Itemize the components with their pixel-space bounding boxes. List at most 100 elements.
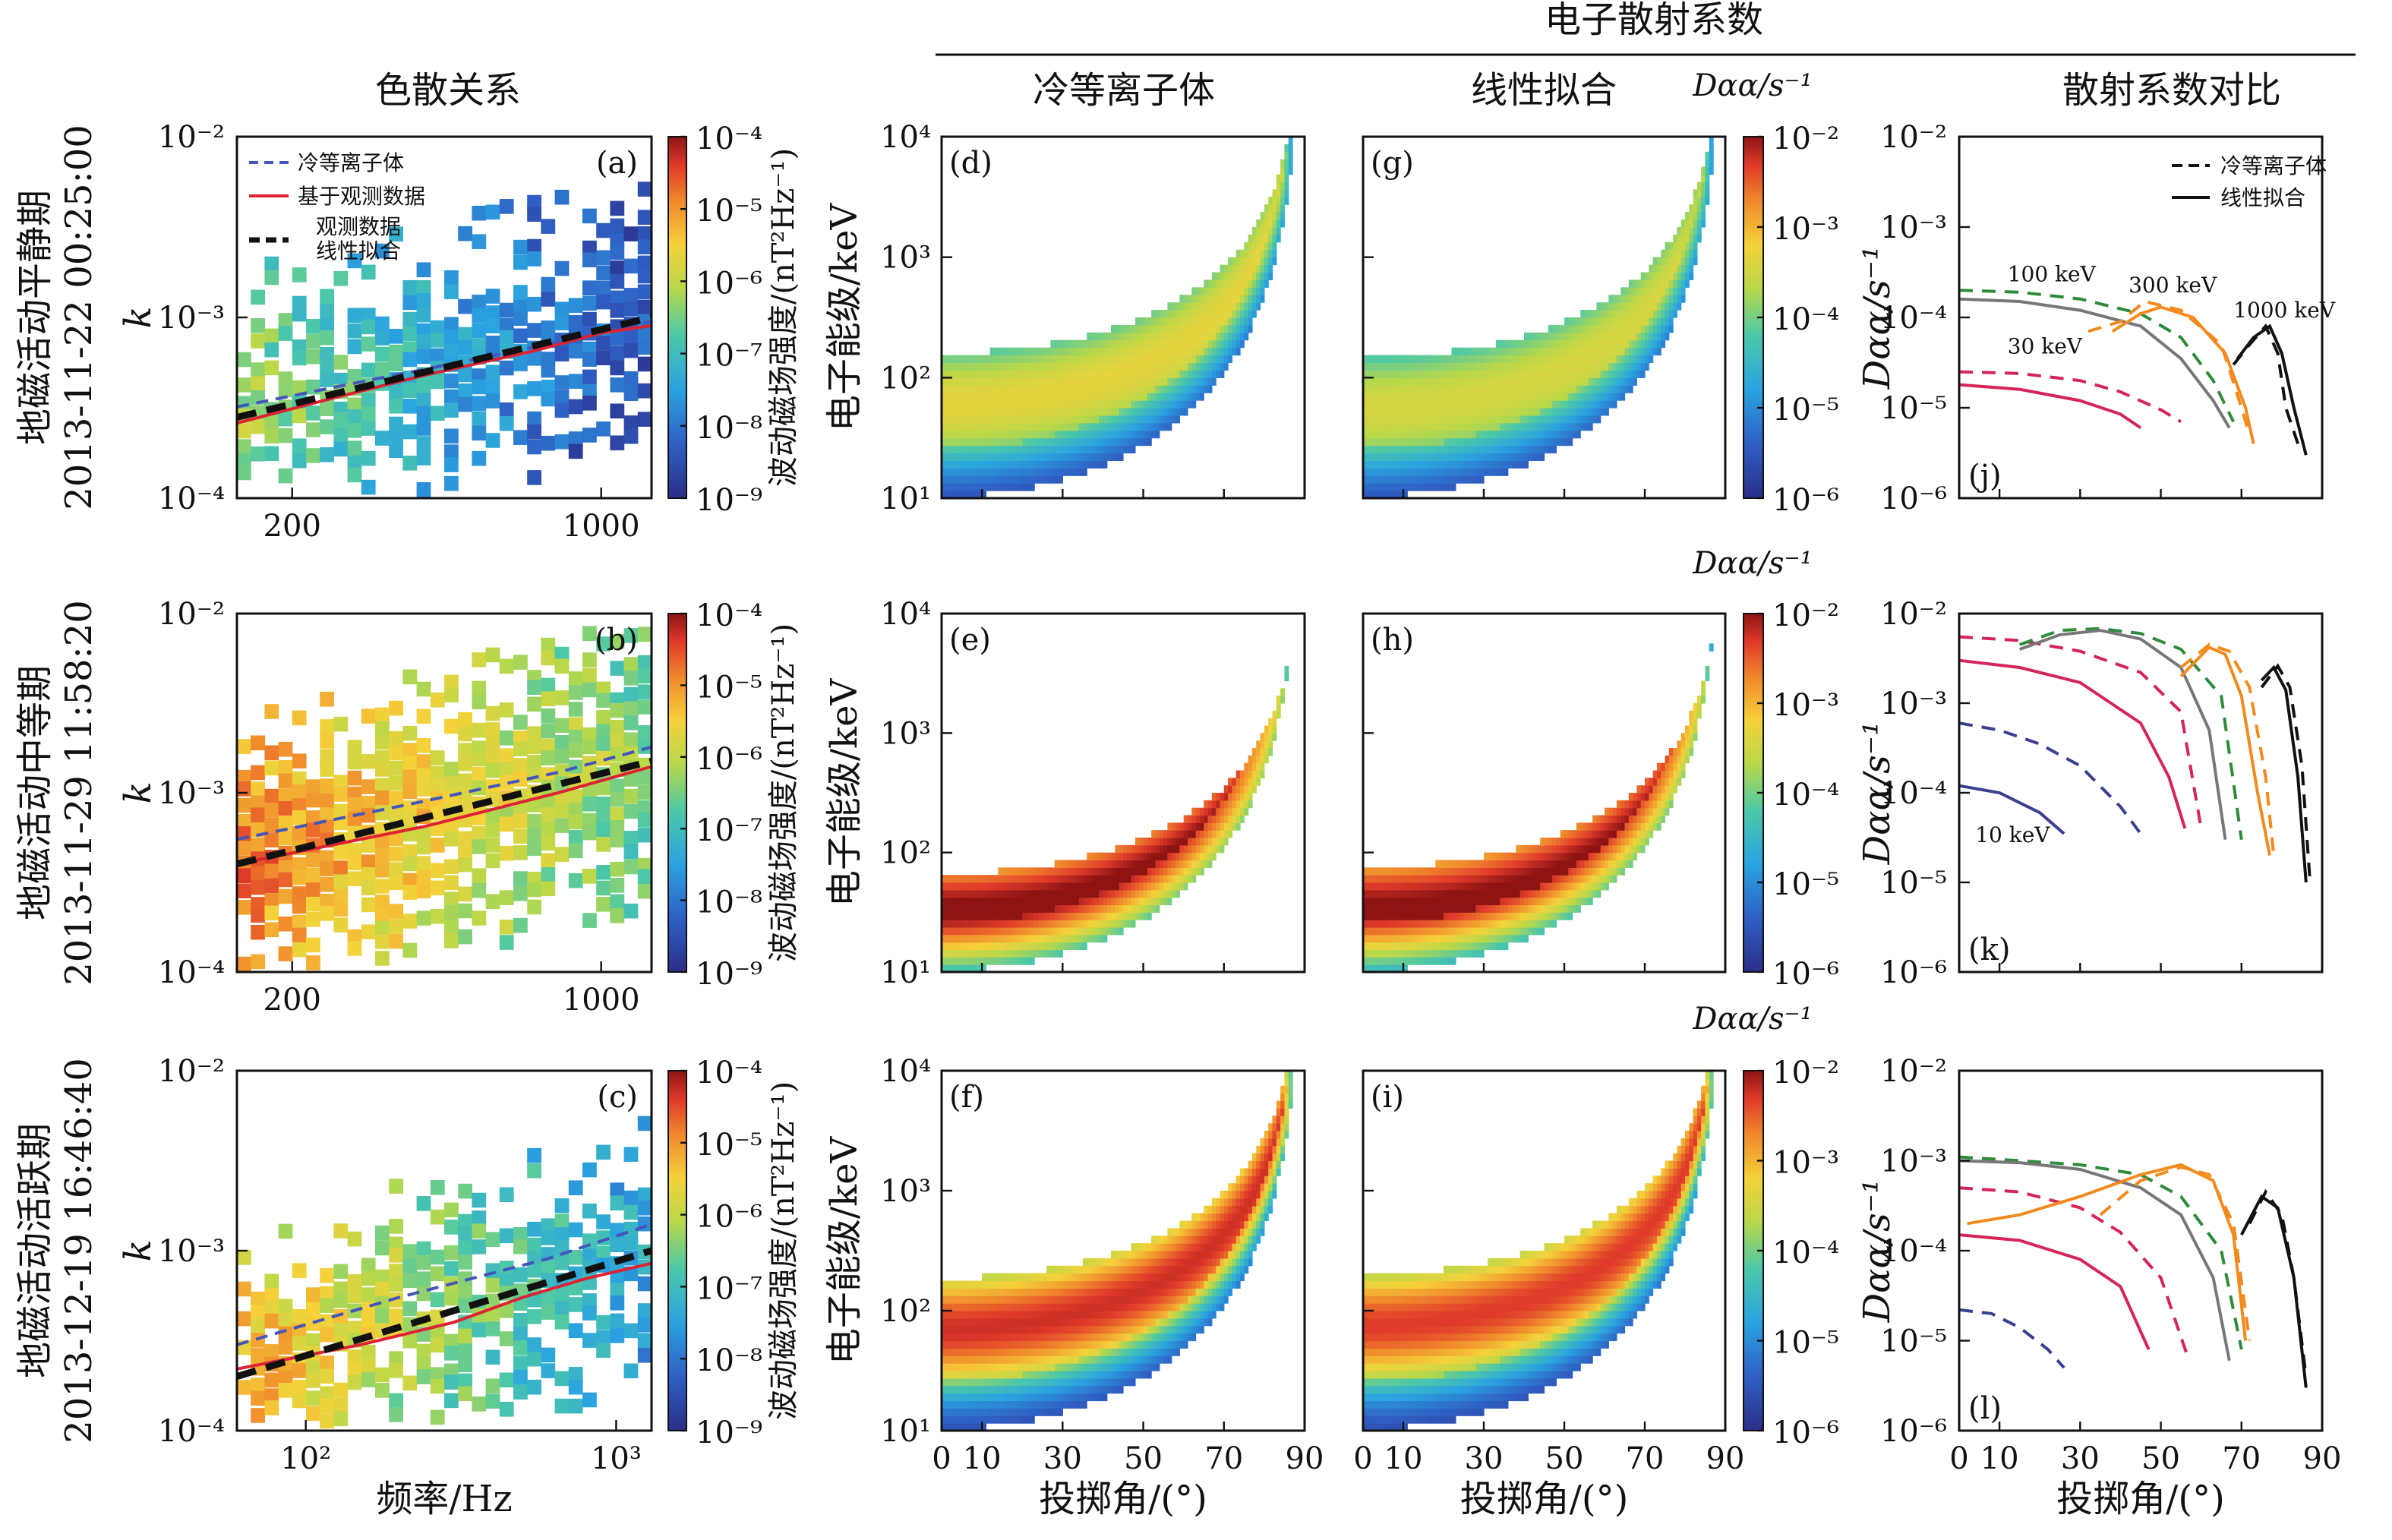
heatmap-cell <box>982 362 987 371</box>
heatmap-cell <box>1228 332 1232 341</box>
heatmap-cell <box>1564 362 1569 371</box>
colorbar-tick-label: 10⁻⁷ <box>696 813 762 848</box>
heatmap-cell <box>953 920 958 928</box>
heatmap-cell <box>472 780 487 796</box>
heatmap-cell <box>1276 204 1281 213</box>
heatmap-cell <box>1147 339 1152 349</box>
heatmap-cell <box>1528 437 1533 447</box>
heatmap-cell <box>251 907 265 923</box>
heatmap-cell <box>1524 460 1529 469</box>
heatmap-cell <box>1701 212 1706 220</box>
heatmap-cell <box>1524 385 1529 393</box>
heatmap-cell <box>1495 430 1501 439</box>
panel-letter: (e) <box>949 623 991 658</box>
heatmap-cell <box>1399 415 1404 424</box>
heatmap-cell <box>961 964 967 973</box>
heatmap-cell <box>1195 287 1201 295</box>
heatmap-cell <box>1403 370 1408 378</box>
heatmap-cell <box>1005 415 1011 424</box>
heatmap-cell <box>953 385 958 393</box>
heatmap-cell <box>1367 957 1372 965</box>
x-tick-label: 200 <box>263 509 321 544</box>
heatmap-cell <box>347 871 362 886</box>
heatmap-cell <box>958 475 963 484</box>
y-tick-label: 10⁻² <box>158 1054 225 1089</box>
heatmap-cell <box>1223 822 1229 831</box>
heatmap-cell <box>958 453 963 462</box>
heatmap-cell <box>1010 483 1015 491</box>
heatmap-cell <box>953 912 958 920</box>
heatmap-cell <box>994 875 999 883</box>
heatmap-cell <box>1284 181 1289 191</box>
heatmap-cell <box>1248 249 1253 258</box>
heatmap-cell <box>1094 430 1100 439</box>
heatmap-cell <box>1399 422 1404 431</box>
heatmap-cell <box>1014 889 1019 898</box>
heatmap-cell <box>402 295 418 311</box>
heatmap-cell <box>1395 370 1400 378</box>
heatmap-cell <box>1103 362 1108 371</box>
heatmap-cell <box>444 343 459 359</box>
heatmap-cell <box>945 370 951 378</box>
heatmap-cell <box>1059 355 1063 364</box>
heatmap-cell <box>974 408 979 416</box>
heatmap-cell <box>1038 912 1043 920</box>
heatmap-cell <box>989 942 995 951</box>
heatmap-cell <box>1167 897 1172 906</box>
heatmap-cell <box>1220 302 1225 311</box>
heatmap-cell <box>416 406 431 421</box>
heatmap-cell <box>953 400 958 409</box>
heatmap-cell <box>1248 310 1253 318</box>
heatmap-cell <box>1467 430 1472 439</box>
heatmap-cell <box>1014 400 1019 409</box>
heatmap-cell <box>541 691 556 707</box>
heatmap-cell <box>1447 422 1453 431</box>
heatmap-cell <box>1628 317 1633 326</box>
heatmap-cell <box>1042 934 1047 943</box>
heatmap-cell <box>1119 385 1124 393</box>
plot-frame <box>1362 135 1727 500</box>
heatmap-cell <box>1059 339 1063 349</box>
heatmap-cell <box>1276 174 1281 183</box>
heatmap-cell <box>1479 430 1485 439</box>
heatmap-cell <box>1066 860 1071 868</box>
heatmap-cell <box>1633 310 1637 318</box>
heatmap-cell <box>1014 949 1019 958</box>
heatmap-cell <box>1131 897 1136 906</box>
heatmap-cell <box>458 367 472 383</box>
heatmap-cell <box>1251 785 1257 794</box>
heatmap-cell <box>1207 317 1213 326</box>
heatmap-cell <box>1034 942 1040 951</box>
heatmap-cell <box>1030 437 1035 447</box>
heatmap-cell <box>1147 889 1152 898</box>
heatmap-cell <box>1030 385 1035 393</box>
heatmap-cell <box>1002 897 1007 906</box>
heatmap-cell <box>541 853 556 869</box>
heatmap-cell <box>1014 437 1019 447</box>
heatmap-cell <box>444 284 459 299</box>
heatmap-cell <box>1094 400 1100 409</box>
heatmap-cell <box>1427 453 1432 462</box>
heatmap-cell <box>1179 822 1185 831</box>
heatmap-cell <box>1552 415 1557 424</box>
heatmap-cell <box>1099 415 1104 424</box>
heatmap-cell <box>1640 295 1646 303</box>
heatmap-cell <box>1232 785 1237 794</box>
heatmap-cell <box>1584 400 1589 409</box>
heatmap-cell <box>1046 927 1051 936</box>
heatmap-cell <box>1070 942 1075 951</box>
heatmap-cell <box>1685 264 1690 273</box>
heatmap-cell <box>637 1116 652 1131</box>
heatmap-cell <box>292 886 307 901</box>
heatmap-cell <box>1195 310 1201 318</box>
heatmap-cell <box>554 375 570 390</box>
heatmap-cell <box>1431 468 1436 476</box>
heatmap-cell <box>1584 408 1589 416</box>
heatmap-cell <box>945 483 951 491</box>
heatmap-cell <box>1260 219 1265 228</box>
heatmap-cell <box>1134 912 1140 920</box>
heatmap-cell <box>986 362 991 371</box>
heatmap-cell <box>1119 355 1124 364</box>
heatmap-cell <box>1143 355 1148 364</box>
heatmap-cell <box>1175 400 1180 409</box>
